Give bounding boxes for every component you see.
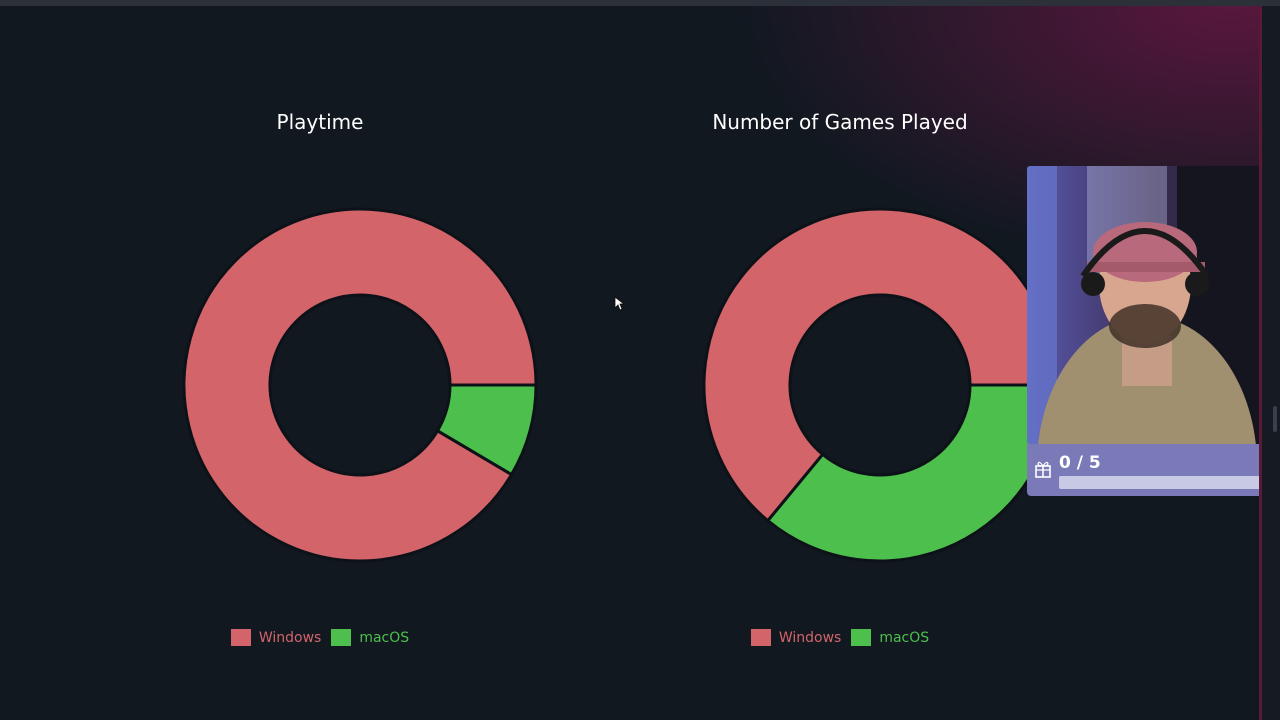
legend-swatch [851, 629, 872, 646]
mouse-cursor-icon [614, 296, 624, 311]
legend-swatch [331, 629, 352, 646]
slice-macos[interactable] [765, 383, 1058, 563]
legend-label: Windows [258, 629, 322, 646]
legend-label: macOS [359, 629, 410, 646]
webcam-overlay [1027, 166, 1273, 444]
chart-legend: Windows macOS [0, 629, 640, 646]
chart-legend: Windows macOS [520, 629, 1160, 646]
top-bar [0, 0, 1280, 6]
legend-item-windows[interactable]: Windows [230, 629, 322, 646]
playtime-donut [182, 207, 538, 563]
legend-item-windows[interactable]: Windows [750, 629, 842, 646]
playtime-chart: Playtime Windows macOS [0, 110, 640, 646]
scrollbar[interactable] [1259, 6, 1280, 720]
goal-widget: 0 / 5 [1027, 444, 1273, 496]
scrollbar-thumb[interactable] [1273, 406, 1277, 432]
legend-swatch [230, 629, 251, 646]
chart-title: Number of Games Played [712, 110, 968, 134]
gift-icon [1035, 461, 1051, 478]
slice-windows[interactable] [182, 207, 538, 563]
streamer-webcam-image [1027, 166, 1273, 444]
legend-label: Windows [778, 629, 842, 646]
chart-title: Playtime [276, 110, 364, 134]
goal-progress-bar [1059, 476, 1263, 489]
legend-label: macOS [879, 629, 930, 646]
legend-swatch [750, 629, 771, 646]
legend-item-macos[interactable]: macOS [851, 629, 929, 646]
legend-item-macos[interactable]: macOS [331, 629, 409, 646]
goal-count: 0 / 5 [1059, 453, 1101, 473]
